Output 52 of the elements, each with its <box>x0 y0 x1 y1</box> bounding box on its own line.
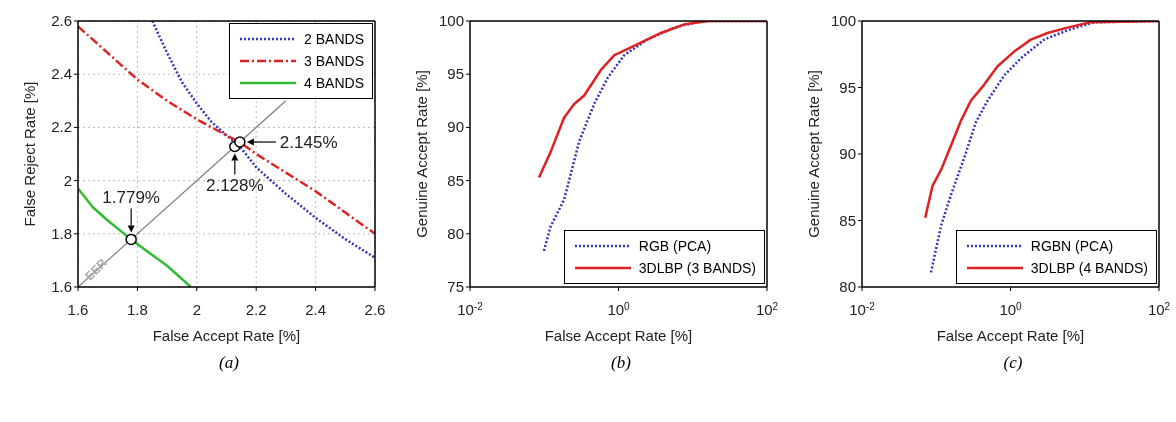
y-tick-label: 2.2 <box>51 118 72 136</box>
x-tick-label: 2.4 <box>305 301 327 318</box>
y-tick-label: 1.8 <box>51 224 72 242</box>
y-tick-label: 95 <box>839 78 856 96</box>
annotation: 2.128% <box>205 175 264 195</box>
legend-label: 4 BANDS <box>304 74 364 93</box>
y-tick-label: 2.6 <box>51 12 72 29</box>
y-tick-label: 90 <box>447 118 464 136</box>
y-tick-label: 100 <box>830 12 856 29</box>
text: (b) <box>610 353 632 373</box>
y-tick-label: 2.4 <box>51 65 72 83</box>
y-tick-label: 90 <box>839 145 856 162</box>
x-tick-label: 2 <box>192 301 201 318</box>
x-tick-label: 10$^{-2}$ <box>849 300 876 318</box>
x-tick-label: 10$^{-2}$ <box>457 300 484 318</box>
y-tick-label: 1.6 <box>51 278 72 295</box>
y-tick-label: 100 <box>438 12 464 29</box>
y-tick-label: 95 <box>447 65 464 83</box>
y-axis-title: Genuine Accept Rate [%] <box>805 70 823 238</box>
x-tick-label: 1.8 <box>126 301 148 318</box>
x-tick-label: 10$^{0}$ <box>999 300 1023 318</box>
annotation: 2.145% <box>279 133 338 153</box>
line-series <box>78 187 193 287</box>
y-axis-title: False Reject Rate [%] <box>21 81 39 227</box>
x-axis-title: False Accept Rate [%] <box>152 327 301 344</box>
legend-label: 3 BANDS <box>304 52 364 71</box>
y-tick-label: 80 <box>447 224 464 242</box>
x-tick-label: 10$^{0}$ <box>607 300 631 318</box>
y-axis-title: Genuine Accept Rate [%] <box>413 70 431 238</box>
text: (a) <box>218 353 240 373</box>
x-tick-label: 10$^{2}$ <box>755 300 779 318</box>
x-axis-title: False Accept Rate [%] <box>544 327 693 344</box>
annotation: 1.779% <box>102 188 160 208</box>
x-tick-label: 10$^{2}$ <box>1147 300 1171 318</box>
y-tick-label: 85 <box>447 171 464 189</box>
legend-label: 3DLBP (3 BANDS) <box>638 259 756 278</box>
legend-label: 2 BANDS <box>304 30 364 49</box>
x-tick-label: 2.2 <box>245 301 267 318</box>
y-tick-label: 2 <box>63 171 72 189</box>
line-series <box>78 25 375 236</box>
point <box>234 136 246 148</box>
x-tick-label: 2.6 <box>364 301 386 318</box>
x-tick-label: 1.6 <box>67 301 89 318</box>
x-axis-title: False Accept Rate [%] <box>936 327 1085 344</box>
y-tick-label: 80 <box>839 278 856 295</box>
y-tick-label: 75 <box>447 278 464 295</box>
legend-label: 3DLBP (4 BANDS) <box>1030 259 1148 278</box>
text: (c) <box>1002 353 1024 373</box>
legend-label: RGB (PCA) <box>638 237 712 256</box>
y-tick-label: 85 <box>839 211 856 229</box>
point <box>125 233 137 246</box>
legend-label: RGBN (PCA) <box>1030 237 1114 256</box>
